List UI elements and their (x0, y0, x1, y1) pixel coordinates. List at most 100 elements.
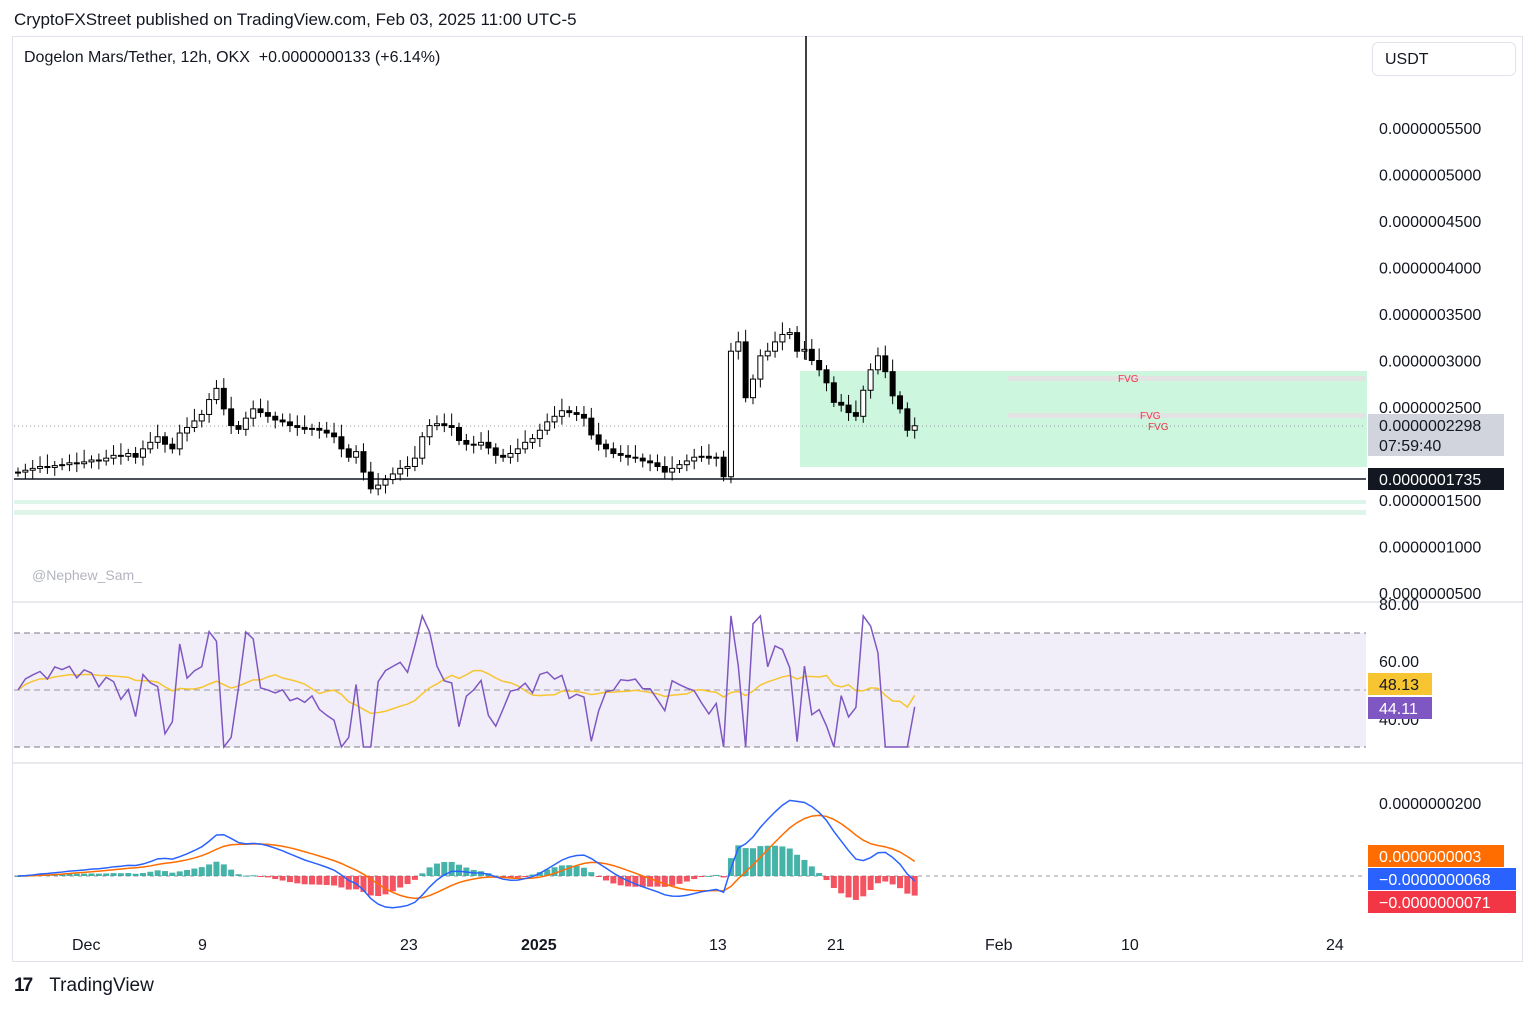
macd-hist-bar (580, 867, 587, 876)
tradingview-brand[interactable]: 17 TradingView (14, 975, 154, 997)
fvg-label: FVG (1148, 422, 1169, 433)
macd-hist-bar (867, 876, 874, 890)
macd-hist-bar (661, 876, 668, 887)
macd-hist-bar (904, 876, 911, 894)
macd-hist-bar (433, 863, 440, 876)
support-price-label: 0.0000001735 (1379, 472, 1481, 489)
candle-body (184, 426, 191, 434)
candle-body (808, 348, 815, 361)
macd-hist-bar (750, 848, 756, 876)
date-tick: 24 (1326, 937, 1344, 954)
candle-body (389, 473, 396, 481)
macd-hist-bar (279, 876, 286, 881)
symbol-change: +0.0000000133 (+6.14%) (258, 49, 441, 66)
date-tick: 21 (827, 937, 845, 954)
macd-hist-bar (323, 876, 330, 885)
macd-hist-bar (639, 876, 646, 887)
macd-signal-line (17, 814, 916, 900)
candle-body (176, 432, 183, 450)
macd-hist-bar (184, 870, 191, 876)
macd-hist-bar (220, 864, 227, 876)
candle-body (676, 464, 683, 469)
macd-hist-bar (874, 876, 881, 884)
macd-hist-bar (367, 876, 374, 896)
candle-body (911, 425, 918, 431)
candle-body (191, 420, 198, 428)
candle-body (139, 448, 146, 458)
candle-body (331, 432, 338, 438)
candle-body (757, 355, 764, 380)
candle-body (235, 425, 242, 430)
macd-hist-bar (713, 874, 720, 876)
macd-hist-bar (757, 846, 764, 876)
fvg-zone (1008, 376, 1366, 381)
candle-body (566, 410, 573, 414)
candle-body (110, 454, 117, 459)
candle-body (580, 413, 587, 419)
macd-hist-bar (772, 845, 779, 876)
candle-body (88, 459, 95, 463)
candle-body (463, 439, 470, 445)
candle-body (610, 448, 617, 455)
macd-hist-bar (59, 873, 66, 876)
candle-body (742, 341, 749, 399)
macd-value-badge (1368, 868, 1516, 890)
candle-body (705, 455, 712, 459)
macd-hist-bar (794, 854, 801, 876)
macd-hist-bar (353, 876, 360, 890)
macd-hist-bar (801, 859, 808, 876)
candle-body (81, 461, 88, 465)
macd-hist-bar (375, 876, 382, 897)
macd-hist-bar (735, 845, 742, 876)
countdown-label: 07:59:40 (1379, 438, 1441, 455)
macd-hist-bar (272, 876, 279, 880)
macd-hist-bar (404, 876, 411, 885)
candle-body (845, 404, 852, 414)
candle-body (264, 412, 271, 417)
candle-body (220, 387, 227, 410)
fvg-label: FVG (1118, 374, 1139, 385)
date-tick: 13 (709, 937, 727, 954)
macd-hist-bar (389, 876, 396, 892)
candle-body (441, 423, 448, 427)
macd-hist-bar (889, 876, 896, 885)
macd-tick: 0.0000000200 (1379, 796, 1481, 813)
macd-hist-bar (228, 869, 235, 876)
macd-hist-bar (764, 845, 771, 876)
candle-body (830, 382, 837, 403)
candle-body (426, 425, 433, 438)
candle-body (544, 421, 551, 431)
macd-hist-bar (88, 873, 95, 876)
macd-hist-bar (191, 868, 198, 876)
macd-hist-bar (830, 876, 837, 888)
candle-body (632, 456, 639, 459)
candle-body (823, 369, 830, 384)
fvg-zone (1008, 413, 1366, 418)
candle-body (323, 429, 330, 434)
price-tick: 0.0000005000 (1379, 168, 1481, 185)
macd-hist-bar (264, 876, 271, 878)
candle-body (507, 453, 514, 458)
rsi-tick: 60.00 (1379, 654, 1419, 671)
candle-body (345, 448, 352, 458)
candle-body (794, 332, 801, 352)
candle-body (309, 427, 315, 430)
fvg-label: FVG (1140, 411, 1161, 422)
current-price-label: 0.0000002298 (1379, 418, 1481, 435)
price-badge (1368, 414, 1504, 456)
fvg-zone (14, 510, 1366, 515)
macd-hist-bar (73, 873, 80, 876)
macd-hist-bar (617, 876, 624, 886)
macd-hist-bar (95, 873, 102, 876)
macd-hist-bar (823, 876, 830, 881)
macd-hist-bar (705, 875, 712, 877)
candle-body (595, 434, 602, 445)
macd-hist-bar (529, 874, 536, 876)
currency-selector[interactable]: USDT (1372, 42, 1516, 76)
candle-body (286, 421, 293, 427)
candle-body (852, 412, 859, 417)
candle-body (29, 467, 36, 471)
price-tick: 0.0000004500 (1379, 214, 1481, 231)
macd-hist-bar (882, 876, 889, 882)
